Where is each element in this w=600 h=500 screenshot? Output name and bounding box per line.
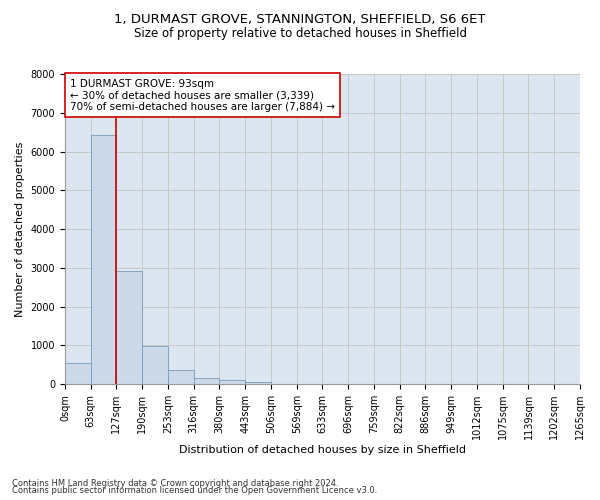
Text: 1 DURMAST GROVE: 93sqm
← 30% of detached houses are smaller (3,339)
70% of semi-: 1 DURMAST GROVE: 93sqm ← 30% of detached… [70, 78, 335, 112]
Bar [116, 271, 142, 384]
Bar [245, 382, 271, 384]
Bar [168, 370, 194, 384]
Text: Size of property relative to detached houses in Sheffield: Size of property relative to detached ho… [133, 28, 467, 40]
Bar [142, 346, 168, 384]
Bar [194, 378, 220, 384]
Y-axis label: Number of detached properties: Number of detached properties [15, 142, 25, 317]
X-axis label: Distribution of detached houses by size in Sheffield: Distribution of detached houses by size … [179, 445, 466, 455]
Bar [220, 380, 245, 384]
Text: Contains public sector information licensed under the Open Government Licence v3: Contains public sector information licen… [12, 486, 377, 495]
Text: Contains HM Land Registry data © Crown copyright and database right 2024.: Contains HM Land Registry data © Crown c… [12, 478, 338, 488]
Text: 1, DURMAST GROVE, STANNINGTON, SHEFFIELD, S6 6ET: 1, DURMAST GROVE, STANNINGTON, SHEFFIELD… [114, 12, 486, 26]
Bar [91, 136, 116, 384]
Bar [65, 362, 91, 384]
